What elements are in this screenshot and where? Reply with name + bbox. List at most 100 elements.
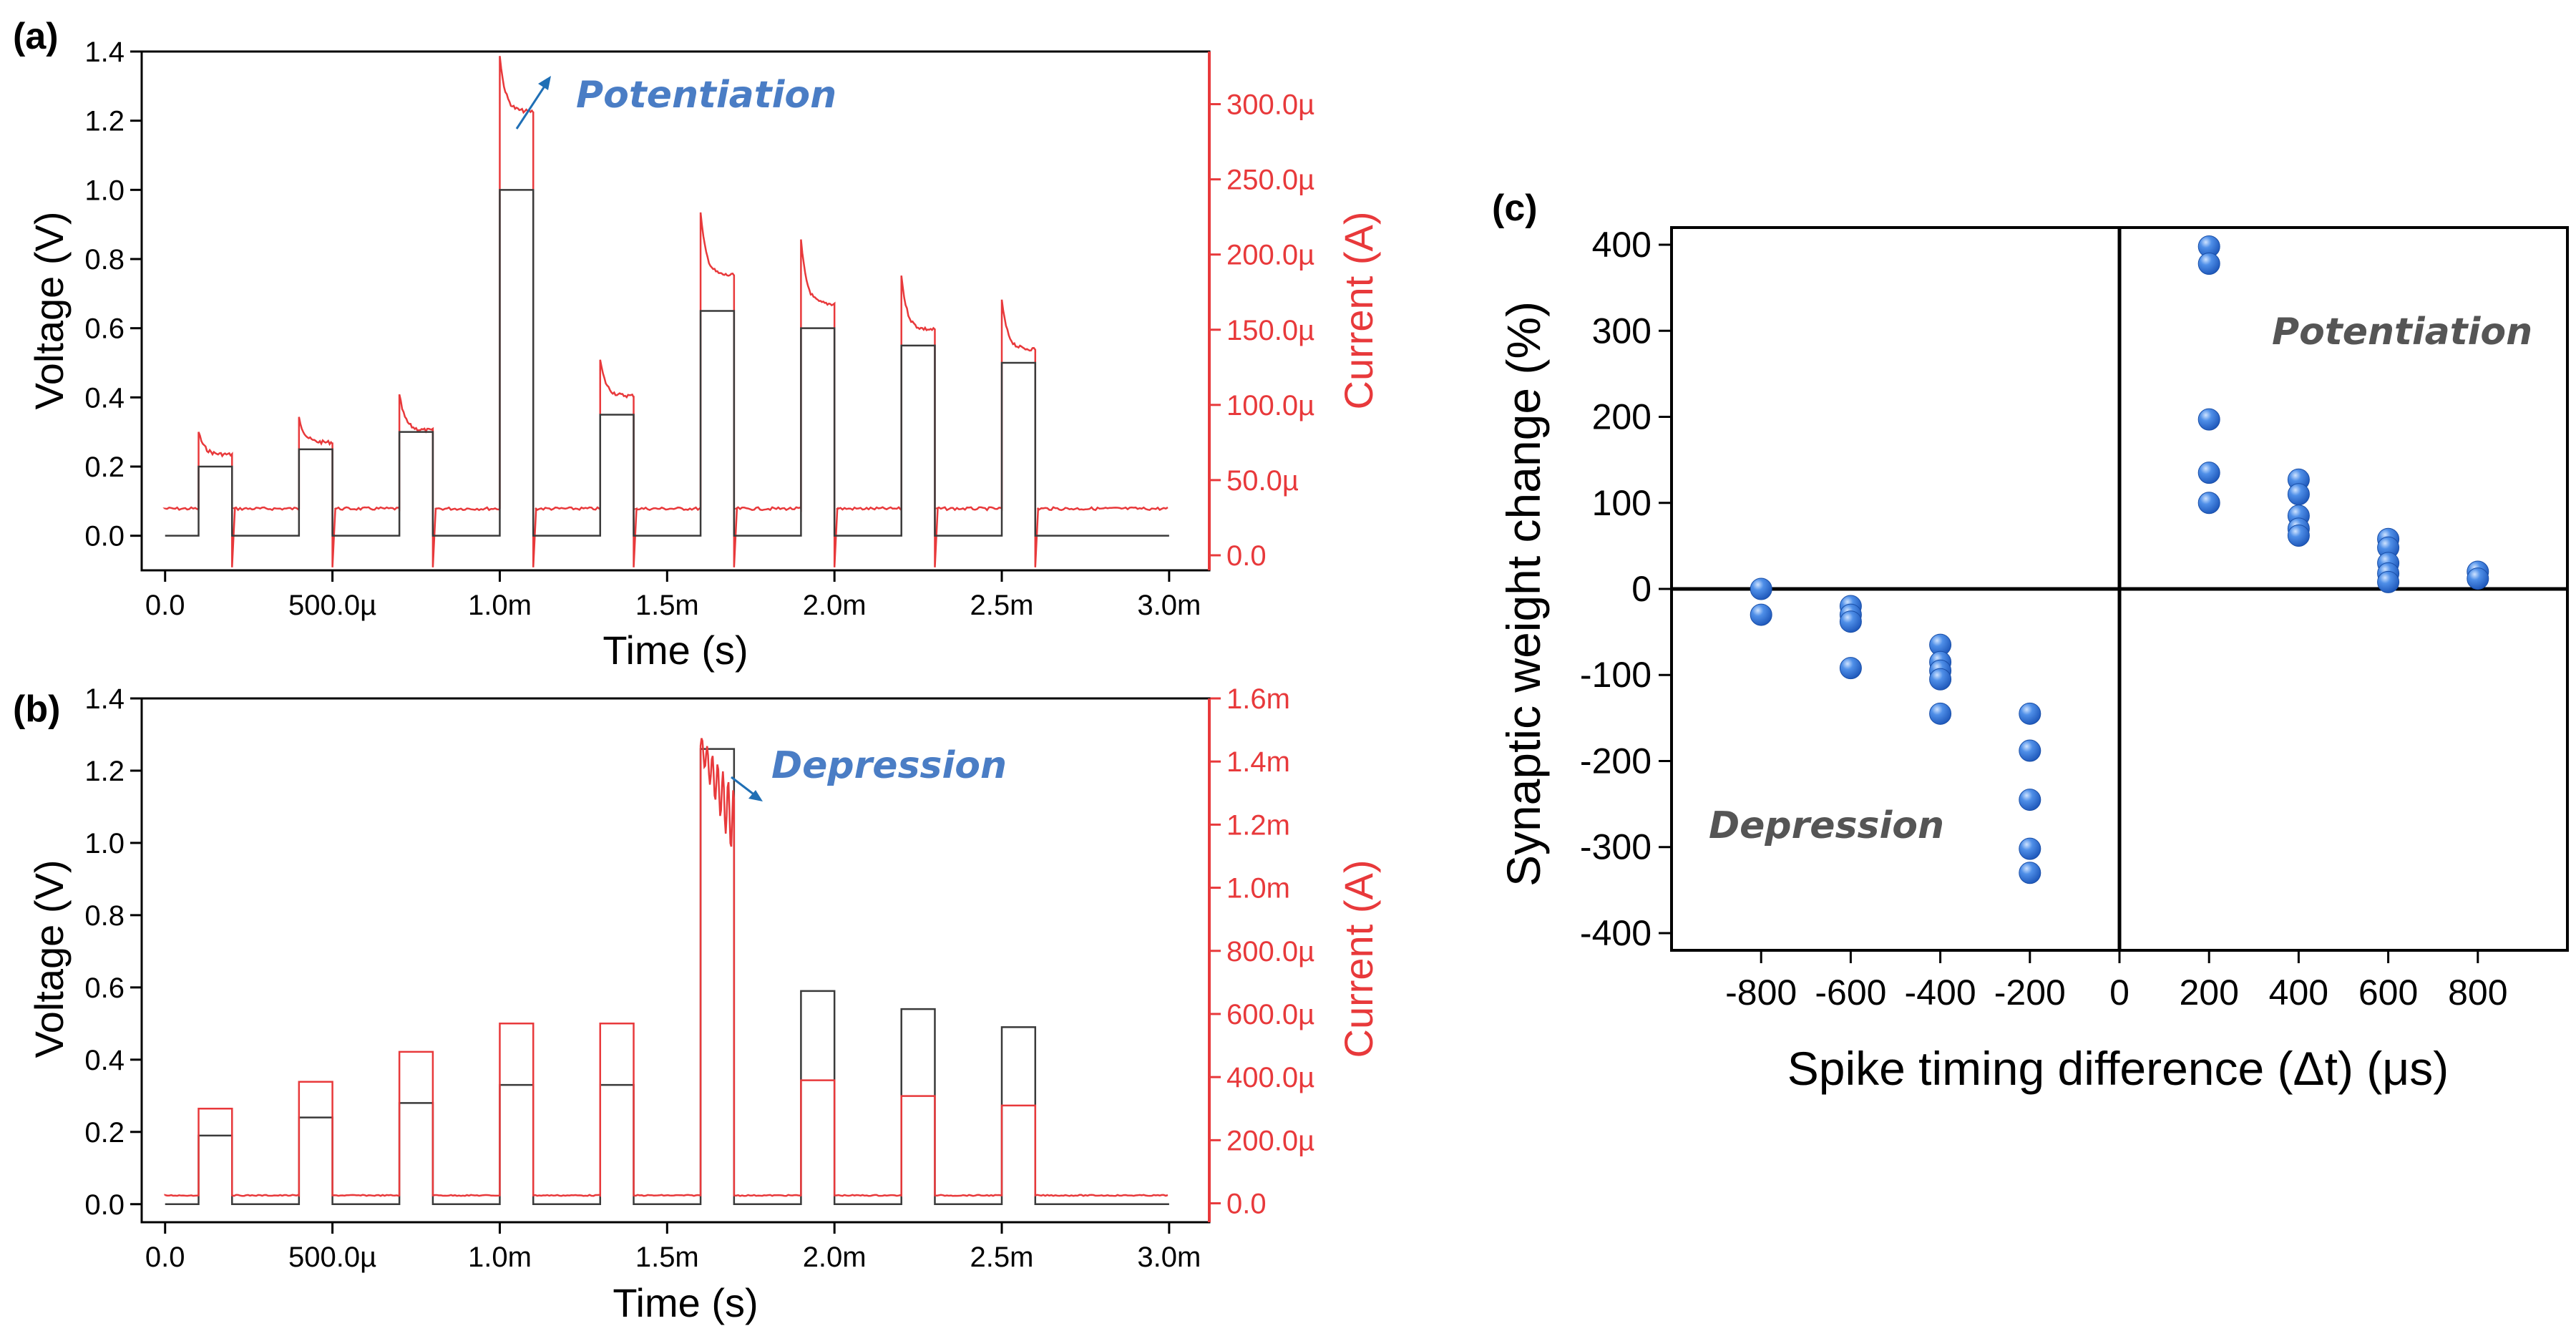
panel-c-y-tick-label: -400 bbox=[1580, 913, 1652, 953]
panel-a-x-tick-label: 500.0µ bbox=[288, 590, 376, 621]
panel-b-y-tick-label: 1.0 bbox=[84, 828, 125, 859]
panel-b-plot-frame bbox=[140, 697, 1211, 1224]
panel-a-current-tick-label: 200.0µ bbox=[1226, 240, 1314, 271]
panel-c-data-point bbox=[1839, 657, 1862, 680]
panel-b-depression-label: Depression bbox=[771, 744, 1007, 787]
panel-b-y-tick-label: 0.6 bbox=[84, 972, 125, 1004]
panel-c-data-point bbox=[2287, 524, 2310, 547]
panel-c-x-tick-label: 400 bbox=[2269, 972, 2328, 1013]
panel-c-data-point bbox=[1750, 603, 1772, 626]
panel-a-y-tick-label: 1.4 bbox=[84, 36, 125, 68]
panel-c-data-point bbox=[2287, 483, 2310, 506]
panel-c-y-tick-label: 100 bbox=[1592, 483, 1652, 523]
panel-b-chart: (b) 0.0 200.0µ 400.0µ 600.0µ 800.0µ 1.0m 1.2m 1… bbox=[13, 683, 1381, 1325]
panel-a-x-tick-label: 2.5m bbox=[970, 590, 1034, 621]
panel-c-x-tick-label: -800 bbox=[1725, 972, 1797, 1013]
panel-c-data-point bbox=[2019, 739, 2041, 762]
panel-b-current-tick-label: 1.2m bbox=[1226, 809, 1290, 841]
panel-b-y-axis-title: Voltage (V) bbox=[26, 859, 72, 1058]
panel-a-label: (a) bbox=[13, 16, 59, 57]
panel-b-y-tick-label: 0.4 bbox=[84, 1045, 125, 1076]
panel-c-y-tick-label: -200 bbox=[1580, 741, 1652, 781]
panel-b-y-tick-label: 0.2 bbox=[84, 1117, 125, 1149]
panel-a-y-tick-label: 0.2 bbox=[84, 452, 125, 483]
panel-a-x-tick-label: 1.0m bbox=[468, 590, 532, 621]
panel-c-y-tick-label: 400 bbox=[1592, 225, 1652, 265]
panel-b-arrow bbox=[731, 776, 756, 797]
panel-c-y-tick-label: -300 bbox=[1580, 827, 1652, 867]
panel-a-current-tick-label: 100.0µ bbox=[1226, 390, 1314, 421]
panel-b-current-tick-label: 800.0µ bbox=[1226, 936, 1314, 967]
panel-b-x-tick-label: 2.0m bbox=[803, 1242, 867, 1273]
panel-c-data-point bbox=[2197, 462, 2220, 484]
panel-b-arrowhead-icon bbox=[748, 790, 763, 801]
panel-b-current-tick-label: 400.0µ bbox=[1226, 1062, 1314, 1093]
panel-a-current-axis-title: Current (A) bbox=[1336, 212, 1381, 410]
panel-b-current-tick-label: 1.4m bbox=[1226, 746, 1290, 778]
panel-b-y-tick-label: 0.0 bbox=[84, 1189, 125, 1221]
panel-c-data-point bbox=[1750, 577, 1772, 600]
panel-c-data-point bbox=[2019, 862, 2041, 884]
panel-c-data-point bbox=[2197, 492, 2220, 515]
panel-a-current-tick-label: 50.0µ bbox=[1226, 465, 1299, 497]
panel-c-potentiation-label: Potentiation bbox=[2272, 311, 2532, 354]
panel-a-current-tick-label: 0.0 bbox=[1226, 540, 1267, 572]
panel-a-x-axis-title: Time (s) bbox=[602, 628, 748, 673]
panel-a-y-tick-label: 0.8 bbox=[84, 244, 125, 276]
panel-c-depression-label: Depression bbox=[1709, 804, 1944, 847]
panel-a-current-tick-label: 250.0µ bbox=[1226, 165, 1314, 196]
panel-a-y-tick-label: 0.0 bbox=[84, 521, 125, 552]
panel-c-x-tick-label: 0 bbox=[2109, 972, 2129, 1013]
panel-c-x-tick-label: -600 bbox=[1815, 972, 1886, 1013]
panel-a-current-trace bbox=[162, 56, 1169, 567]
panel-b-y-tick-label: 1.4 bbox=[84, 683, 125, 715]
panel-b-x-axis-title: Time (s) bbox=[613, 1280, 758, 1325]
panel-b-current-tick-label: 1.6m bbox=[1226, 683, 1290, 715]
panel-c-label: (c) bbox=[1492, 187, 1538, 229]
panel-b-y-tick-label: 1.2 bbox=[84, 756, 125, 787]
panel-a-y-tick-label: 1.0 bbox=[84, 175, 125, 206]
panel-c-y-tick-label: 200 bbox=[1592, 397, 1652, 437]
panel-b-x-tick-label: 2.5m bbox=[970, 1242, 1034, 1273]
panel-c-data-point bbox=[1839, 610, 1862, 633]
panel-a-potentiation-label: Potentiation bbox=[576, 74, 836, 117]
panel-b-x-tick-label: 1.0m bbox=[468, 1242, 532, 1273]
panel-c-data-point bbox=[1929, 668, 1952, 691]
panel-c-x-tick-label: -200 bbox=[1994, 972, 2066, 1013]
panel-c-data-point bbox=[2197, 253, 2220, 275]
panel-a-y-tick-label: 1.2 bbox=[84, 106, 125, 137]
panel-c-data-point bbox=[2377, 570, 2400, 593]
panel-b-x-tick-label: 0.0 bbox=[145, 1242, 185, 1273]
panel-a-current-tick-label: 150.0µ bbox=[1226, 315, 1314, 346]
panel-b-y-tick-label: 0.8 bbox=[84, 900, 125, 932]
panel-c-data-point bbox=[2019, 702, 2041, 725]
panel-b-x-tick-label: 500.0µ bbox=[288, 1242, 376, 1273]
panel-a-chart: (a) 0.0 50.0µ 100.0µ 150.0µ 200.0µ 250.0µ 300.… bbox=[13, 16, 1381, 673]
panel-a-x-tick-label: 2.0m bbox=[803, 590, 867, 621]
panel-c-y-tick-label: -100 bbox=[1580, 655, 1652, 695]
panel-a-y-tick-label: 0.4 bbox=[84, 382, 125, 414]
panel-c-y-axis-title: Synaptic weight change (%) bbox=[1497, 301, 1550, 887]
panel-a-arrow bbox=[515, 82, 548, 130]
panel-a-x-tick-label: 3.0m bbox=[1137, 590, 1201, 621]
panel-a-plot-frame bbox=[140, 50, 1211, 572]
panel-c-x-tick-label: 800 bbox=[2448, 972, 2507, 1013]
panel-c-y-tick-label: 300 bbox=[1592, 311, 1652, 351]
panel-c-y-tick-label: 0 bbox=[1631, 569, 1652, 609]
panel-a-current-tick-label: 300.0µ bbox=[1226, 89, 1314, 121]
panel-b-x-tick-label: 3.0m bbox=[1137, 1242, 1201, 1273]
panel-c-x-tick-label: 200 bbox=[2179, 972, 2238, 1013]
panel-c-data-point bbox=[2467, 567, 2489, 590]
panel-a-x-tick-label: 1.5m bbox=[635, 590, 699, 621]
panel-b-current-axis-title: Current (A) bbox=[1336, 860, 1381, 1058]
panel-b-current-tick-label: 600.0µ bbox=[1226, 999, 1314, 1030]
panel-a-arrowhead-icon bbox=[538, 76, 551, 90]
panel-b-current-tick-label: 200.0µ bbox=[1226, 1125, 1314, 1156]
panel-a-voltage-trace bbox=[165, 189, 1169, 537]
panel-a-x-tick-label: 0.0 bbox=[145, 590, 185, 621]
panel-b-x-tick-label: 1.5m bbox=[635, 1242, 699, 1273]
panel-c-data-point bbox=[2197, 408, 2220, 431]
panel-c-data-point bbox=[2019, 789, 2041, 811]
panel-c-chart: (c) -800 -600 -400 -200 0 200 400 600 800 -400 -3… bbox=[1492, 187, 2569, 1095]
